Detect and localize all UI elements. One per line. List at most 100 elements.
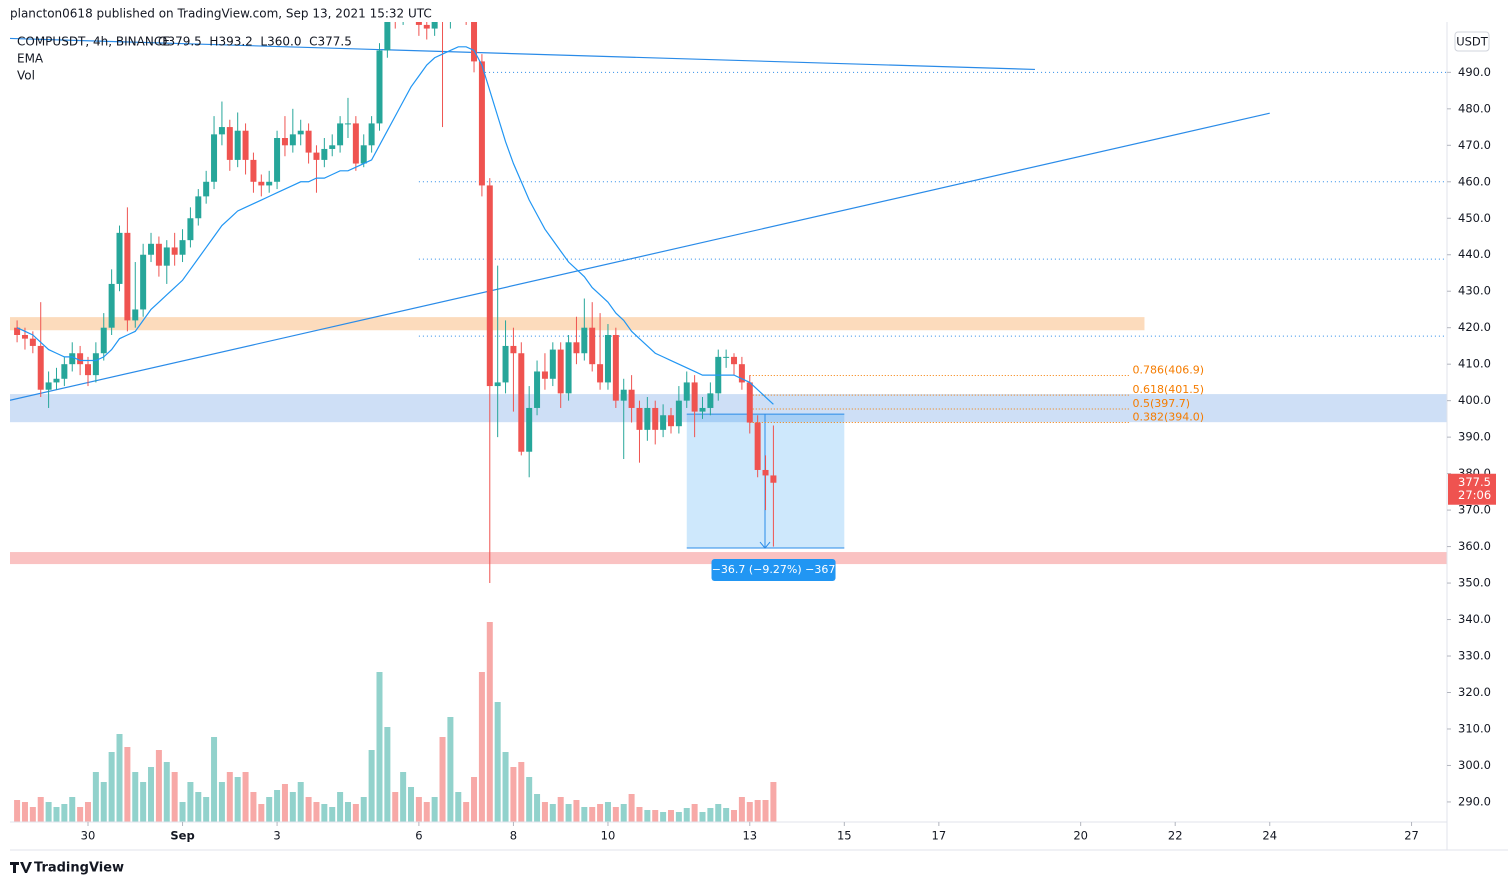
candle-body bbox=[762, 469, 769, 476]
candle-body bbox=[305, 130, 312, 153]
volume-bar bbox=[360, 797, 367, 822]
candle-body bbox=[179, 240, 186, 255]
candle-body bbox=[604, 334, 611, 383]
y-tick-label: 460.0 bbox=[1458, 174, 1491, 188]
zone bbox=[10, 394, 1447, 423]
x-tick-label: 30 bbox=[81, 829, 96, 843]
volume-bar bbox=[486, 622, 493, 822]
candle-body bbox=[321, 148, 328, 160]
volume-bar bbox=[211, 737, 218, 822]
candle-body bbox=[754, 422, 761, 470]
y-tick-label: 370.0 bbox=[1458, 503, 1491, 517]
volume-bar bbox=[171, 772, 178, 822]
volume-bar bbox=[37, 797, 44, 822]
y-tick-label: 360.0 bbox=[1458, 539, 1491, 553]
y-tick-label: 390.0 bbox=[1458, 430, 1491, 444]
candle-body bbox=[116, 232, 123, 284]
y-tick-label: 320.0 bbox=[1458, 685, 1491, 699]
volume-bar bbox=[746, 802, 753, 822]
volume-bar bbox=[652, 810, 659, 822]
candle-body bbox=[203, 181, 210, 197]
candle-body bbox=[37, 345, 44, 390]
volume-bar bbox=[84, 802, 91, 822]
volume-bar bbox=[526, 777, 533, 822]
volume-bar bbox=[45, 802, 52, 822]
volume-bar bbox=[667, 810, 674, 822]
volume-bar bbox=[415, 797, 422, 822]
last-price-tag bbox=[1448, 473, 1496, 505]
volume-bar bbox=[69, 797, 76, 822]
legend-ohlc: O379.5 H393.2 L360.0 C377.5 bbox=[158, 35, 352, 49]
x-tick-label: 10 bbox=[601, 829, 616, 843]
candle-body bbox=[21, 334, 28, 339]
candle-body bbox=[337, 123, 344, 146]
candle-body bbox=[281, 138, 288, 146]
volume-bar bbox=[691, 804, 698, 822]
candle-body bbox=[329, 145, 336, 149]
currency-label[interactable]: USDT bbox=[1456, 35, 1489, 49]
volume-bar bbox=[148, 767, 155, 822]
y-tick-label: 450.0 bbox=[1458, 211, 1491, 225]
volume-bar bbox=[723, 808, 730, 822]
volume-bar bbox=[281, 784, 288, 822]
y-tick-label: 330.0 bbox=[1458, 649, 1491, 663]
volume-bar bbox=[604, 802, 611, 822]
x-tick-label: 24 bbox=[1262, 829, 1277, 843]
candle-body bbox=[84, 364, 91, 376]
volume-bar bbox=[770, 782, 777, 822]
candle-body bbox=[723, 356, 730, 358]
volume-bar bbox=[463, 802, 470, 822]
candle-body bbox=[140, 254, 147, 310]
volume-bar bbox=[502, 752, 509, 822]
volume-bar bbox=[589, 807, 596, 822]
volume-bar bbox=[573, 800, 580, 822]
volume-bar bbox=[518, 762, 525, 822]
candle-body bbox=[526, 407, 533, 452]
currency-button[interactable] bbox=[1454, 31, 1490, 52]
candle-body bbox=[565, 342, 572, 394]
volume-bar bbox=[455, 792, 462, 822]
volume-bar bbox=[179, 802, 186, 822]
candle-body bbox=[652, 407, 659, 430]
volume-bar bbox=[439, 737, 446, 822]
y-tick-label: 300.0 bbox=[1458, 758, 1491, 772]
volume-bar bbox=[313, 802, 320, 822]
volume-bar bbox=[258, 804, 265, 822]
candle-body bbox=[699, 407, 706, 412]
ema-line bbox=[16, 46, 774, 405]
volume-bar bbox=[21, 802, 28, 822]
y-tick-label: 400.0 bbox=[1458, 393, 1491, 407]
y-tick-label: 480.0 bbox=[1458, 101, 1491, 115]
volume-bar bbox=[250, 792, 257, 822]
candle-body bbox=[124, 232, 131, 321]
candle-body bbox=[61, 364, 68, 379]
volume-bar bbox=[534, 794, 541, 822]
volume-bar bbox=[597, 804, 604, 822]
y-tick-label: 410.0 bbox=[1458, 357, 1491, 371]
candle-body bbox=[573, 342, 580, 354]
volume-bar bbox=[242, 772, 249, 822]
volume-bar bbox=[541, 802, 548, 822]
volume-bar bbox=[400, 772, 407, 822]
volume-bar bbox=[218, 782, 225, 822]
candle-body bbox=[352, 123, 359, 164]
candle-body bbox=[297, 130, 304, 135]
candle-body bbox=[683, 382, 690, 401]
candle-body bbox=[250, 159, 257, 182]
volume-bar bbox=[297, 782, 304, 822]
measure-label-box bbox=[711, 559, 836, 582]
fib-label: 0.382(394.0) bbox=[1133, 411, 1205, 424]
candle-body bbox=[557, 349, 564, 394]
candle-body bbox=[108, 283, 115, 328]
candle-body bbox=[597, 364, 604, 383]
candle-body bbox=[242, 130, 249, 160]
candle-body bbox=[218, 127, 225, 135]
volume-bar bbox=[478, 672, 485, 822]
volume-bar bbox=[266, 797, 273, 822]
x-tick-label: 8 bbox=[510, 829, 517, 843]
volume-bar bbox=[636, 807, 643, 822]
legend-volume: Vol bbox=[17, 69, 35, 83]
candle-body bbox=[636, 407, 643, 430]
candle-body bbox=[770, 475, 777, 483]
candle-body bbox=[667, 415, 674, 427]
